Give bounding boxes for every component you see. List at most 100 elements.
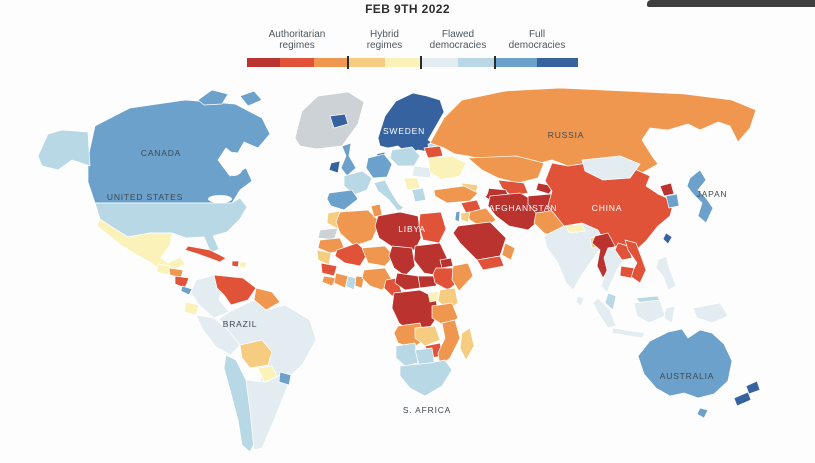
legend-tick — [494, 56, 496, 69]
region-scandinavia — [377, 92, 445, 155]
region-uruguay — [278, 371, 292, 386]
region-canada — [87, 99, 271, 204]
region-sumatra — [592, 297, 617, 329]
caspian-sea — [477, 176, 489, 198]
region-sulawesi — [663, 305, 676, 324]
region-south-korea — [665, 193, 680, 209]
region-cuba — [184, 245, 227, 263]
legend-swatch — [496, 58, 537, 67]
country-label-libya: LIBYA — [398, 224, 426, 234]
region-italy — [373, 179, 405, 212]
region-japan — [686, 169, 714, 224]
region-guyanas — [253, 287, 281, 311]
region-jordan — [460, 211, 471, 223]
region-nigeria — [361, 267, 393, 291]
region-france — [343, 170, 373, 196]
region-germany — [365, 153, 393, 179]
region-kalimantan — [633, 299, 666, 324]
legend-group-flawed: Flawed democracies — [429, 29, 487, 51]
region-peru — [195, 314, 241, 356]
country-label-s-africa: S. AFRICA — [402, 405, 452, 415]
black-sea — [438, 178, 460, 188]
region-oman — [501, 242, 516, 261]
world-map: SWEDEN CANADA UNITED STATES BRAZIL LIBYA… — [0, 86, 815, 463]
region-nepal — [565, 223, 586, 234]
region-new-guinea — [692, 302, 729, 324]
region-romania — [411, 165, 433, 179]
region-ecuador — [183, 301, 200, 316]
hudson-bay — [224, 152, 244, 176]
region-alaska — [37, 129, 91, 171]
country-label-china: CHINA — [591, 203, 623, 213]
window-chrome-fragment — [647, 0, 815, 7]
legend-color-bar — [247, 56, 578, 69]
region-mali — [334, 242, 369, 267]
region-south-africa — [399, 359, 453, 397]
region-dominican-republic — [238, 261, 248, 269]
legend-swatches-hybrid — [349, 58, 420, 67]
region-balkans — [403, 177, 421, 191]
date-title: FEB 9TH 2022 — [365, 2, 450, 16]
legend-swatch — [313, 58, 347, 67]
legend-swatches-flawed — [422, 58, 494, 67]
region-eritrea — [439, 257, 454, 269]
region-kazakhstan — [467, 155, 545, 184]
region-greenland — [294, 91, 365, 150]
region-vietnam — [624, 239, 647, 284]
legend-labels: Authoritarian regimes Hybrid regimes Fla… — [247, 29, 578, 51]
region-belarus — [423, 145, 444, 159]
region-taiwan — [662, 232, 673, 245]
region-sri-lanka — [575, 295, 585, 307]
region-north-korea — [659, 182, 675, 197]
country-label-russia: RUSSIA — [547, 130, 585, 140]
region-niger — [361, 245, 395, 267]
region-venezuela — [213, 274, 257, 306]
region-cambodia — [619, 265, 635, 279]
region-algeria — [335, 209, 381, 247]
region-new-zealand-north — [745, 380, 761, 395]
region-senegal — [316, 249, 332, 266]
region-somalia — [451, 262, 474, 292]
legend-swatch — [458, 58, 494, 67]
region-togo-benin — [354, 275, 365, 289]
legend-group-authoritarian: Authoritarian regimes — [268, 29, 326, 51]
region-guinea — [320, 262, 338, 277]
country-label-canada: CANADA — [140, 148, 182, 158]
region-india — [543, 222, 606, 291]
country-label-brazil: BRAZIL — [222, 319, 258, 329]
region-iceland — [329, 113, 349, 129]
region-united-kingdom — [340, 142, 357, 177]
region-mongolia — [581, 155, 641, 181]
region-ivory-coast — [333, 272, 349, 289]
region-zambia — [414, 325, 441, 347]
region-java — [611, 327, 646, 339]
legend-tick — [420, 56, 422, 69]
legend-swatch — [247, 58, 281, 67]
legend-swatch — [384, 58, 420, 67]
legend-group-full: Full democracies — [508, 29, 566, 51]
region-ukraine — [427, 155, 467, 181]
region-guatemala — [156, 263, 171, 276]
region-namibia — [395, 342, 419, 367]
region-australia — [637, 328, 733, 399]
region-ghana — [345, 275, 357, 291]
great-lakes — [208, 195, 232, 203]
region-argentina — [245, 374, 291, 451]
region-ireland — [328, 160, 341, 174]
region-arctic-islands — [239, 90, 263, 107]
region-sierra-leone-liberia — [321, 275, 337, 287]
region-mozambique — [437, 319, 461, 367]
legend: Authoritarian regimes Hybrid regimes Fla… — [247, 29, 578, 69]
region-madagascar — [459, 327, 475, 361]
region-costa-rica — [180, 285, 193, 296]
region-yemen — [476, 255, 505, 271]
region-malaysia-peninsula — [604, 292, 617, 311]
region-chile — [223, 354, 257, 453]
country-label-united-states: UNITED STATES — [106, 192, 184, 202]
region-new-zealand-south — [733, 391, 752, 407]
region-haiti — [231, 260, 240, 268]
legend-swatch — [280, 58, 314, 67]
region-iberia — [326, 189, 359, 211]
legend-swatches-authoritarian — [247, 58, 347, 67]
